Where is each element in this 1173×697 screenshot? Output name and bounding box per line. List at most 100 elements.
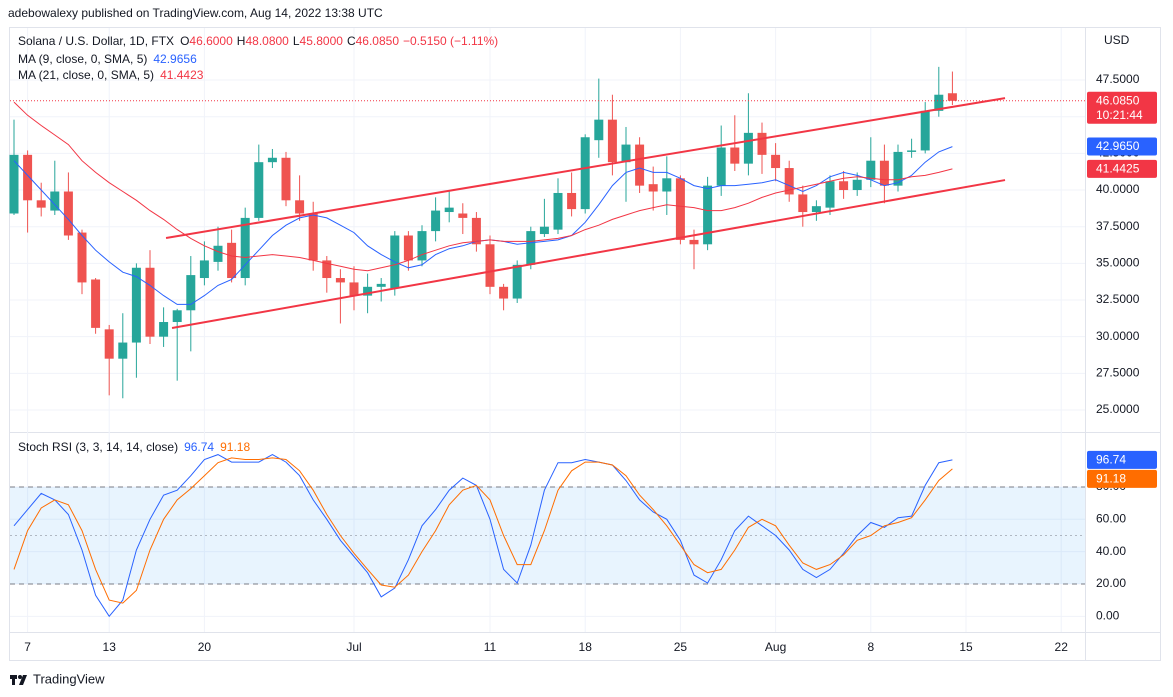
candle-body [63,191,73,236]
candle-body [743,132,753,164]
candle-body [893,151,903,186]
candle-body [118,342,128,359]
x-tick-label: Jul [346,640,361,654]
candle-body [839,181,849,191]
candle-body [825,181,835,208]
price-tag-label: 96.74 [1096,453,1126,467]
legend-value: 46.6000 [189,34,233,48]
legend-series-value: 91.18 [220,440,250,454]
legend-series-name: MA (9, close, 0, SMA, 5) [18,52,147,66]
x-tick-label: 15 [959,640,973,654]
candle-body [186,275,196,311]
indicator-line [13,454,953,618]
candle-body [934,94,944,111]
candle-body [159,322,169,337]
candle-body [77,232,87,283]
candle-body [227,242,237,279]
y-tick-label: 35.0000 [1096,256,1140,270]
candle-body [703,185,713,245]
candle-body [444,207,454,213]
x-tick-label: 7 [24,640,31,654]
x-tick-label: Aug [765,640,786,654]
x-tick-label: 8 [867,640,874,654]
y-tick-label: 20.00 [1096,576,1126,590]
price-tag [1087,137,1157,156]
candle-body [172,310,182,323]
candle-body [594,119,604,141]
candle-body [295,200,305,214]
y-axis-unit: USD [1104,33,1130,47]
y-tick-label: 27.5000 [1096,366,1140,380]
candle-body [199,260,209,279]
y-tick-label: 30.0000 [1096,329,1140,343]
candle-body [662,178,672,192]
candle-body [23,154,33,201]
candle-body [811,206,821,213]
legend-key: O [180,34,189,48]
legend-stoch: Stoch RSI (3, 3, 14, 14, close) 96.74 91.1… [18,440,250,454]
price-tag [1087,450,1157,469]
candle-body [281,157,291,201]
candle-body [757,132,767,155]
legend-value: 46.0850 [356,34,400,48]
x-tick-label: 25 [674,640,688,654]
footer-brand: TradingView [33,671,105,686]
candle-body [648,184,658,192]
y-tick-label: 40.0000 [1096,182,1140,196]
legend-ma: MA (21, close, 0, SMA, 5) 41.4423 [18,68,204,82]
candle-body [907,150,917,152]
candle-body [308,213,318,261]
legend-key: L [293,34,300,48]
candle-body [689,239,699,245]
candle-body [798,194,808,213]
candle-body [607,119,617,163]
candle-body [145,267,155,337]
candle-body [376,283,386,287]
candle-body [716,147,726,186]
candle-body [267,157,277,163]
indicator-line [13,101,953,272]
legend-ma: MA (9, close, 0, SMA, 5) 42.9656 [18,52,197,66]
legend-series-name: MA (21, close, 0, SMA, 5) [18,68,154,82]
legend-series-value: 41.4423 [160,68,204,82]
chart-frame [9,27,1161,661]
legend-change: −0.5150 (−1.11%) [403,34,498,48]
legend-key: C [347,34,356,48]
candle-body [730,147,740,164]
candle-body [567,192,577,210]
candle-body [240,217,250,279]
y-tick-label: 60.00 [1096,511,1126,525]
x-tick-label: 18 [579,640,593,654]
candle-body [879,160,889,186]
trend-line [171,179,1006,330]
candle-body [621,144,631,163]
candle-body [771,154,781,169]
price-tag-label: 91.18 [1096,472,1126,486]
price-tag-label: 41.4425 [1096,162,1140,176]
candle-body [539,226,549,235]
price-tag-label: 46.0850 [1096,93,1140,107]
legend-value: 48.0800 [245,34,289,48]
y-tick-label: 37.5000 [1096,219,1140,233]
candle-body [635,144,645,186]
candle-body [458,213,468,218]
candle-body [485,244,495,287]
candle-body [335,278,345,283]
candle-body [553,192,563,230]
x-tick-label: 20 [198,640,212,654]
y-tick-label: 47.5000 [1096,72,1140,86]
byline: adebowalexy published on TradingView.com… [8,6,383,20]
candle-body [91,279,101,328]
candle-body [675,178,685,240]
candle-body [50,191,60,211]
candle-body [403,235,413,261]
candle-body [254,162,264,218]
candle-body [417,231,427,261]
candle-body [131,267,141,343]
candle-body [431,210,441,232]
price-tag [1087,159,1157,178]
y-tick-label: 32.5000 [1096,292,1140,306]
